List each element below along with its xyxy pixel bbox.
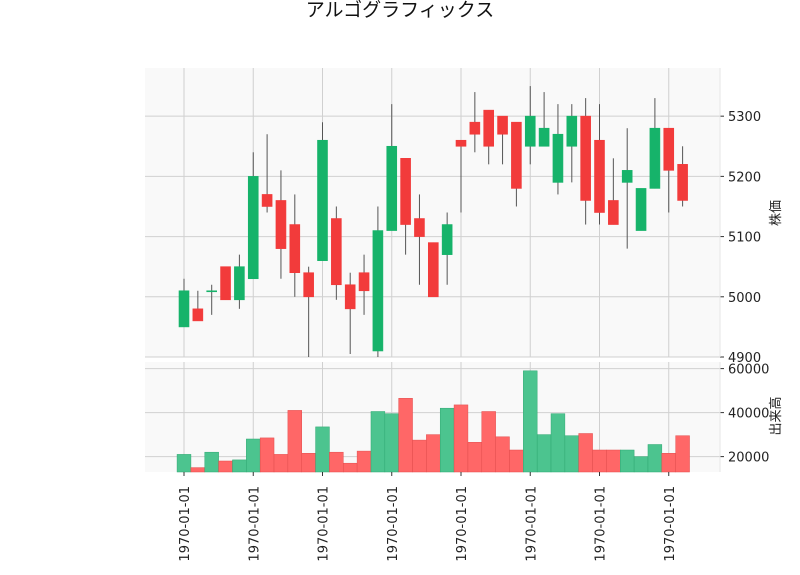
volume-bar-down [495,436,510,473]
candle-down [427,242,439,298]
volume-bar-down [356,450,372,473]
volume-bar-up [232,459,247,473]
candle-down [275,200,287,249]
volume-tick-label: 20000 [728,451,769,466]
x-axis: 1970-01-01 1970-01-01 1970-01-01 1970-01-01… [178,472,678,562]
x-tick-label: 1970-01-01 [594,486,609,562]
volume-bar-down [426,434,441,473]
x-tick-label: 1970-01-01 [455,486,470,562]
price-panel: 4900 5000 5100 5200 5300 [145,68,761,366]
volume-bar-down [578,433,593,473]
volume-bar-up [384,413,399,473]
volume-bar-down [412,439,427,473]
candle-down [289,224,301,274]
volume-tick-label: 40000 [728,407,769,422]
volume-bar-down [343,462,358,473]
price-tick-label: 5300 [728,110,761,125]
volume-bar-down [453,404,469,473]
volume-bar-down [190,467,206,473]
candle-up [178,290,190,328]
candle-up [552,133,564,183]
chart-title: アルゴグラフィックス [306,0,494,21]
x-tick-label: 1970-01-01 [386,486,401,562]
price-tick-label: 5100 [728,231,761,246]
candle-down [358,272,370,292]
candle-up [247,176,259,280]
volume-bar-down [509,449,524,473]
candle-down [469,121,481,135]
candle-up [566,115,578,147]
candle-down [455,139,467,147]
candle-down [594,139,605,213]
volume-bar-up [633,456,649,473]
volume-bar-up [315,426,330,473]
x-tick-label: 1970-01-01 [317,486,332,562]
candle-down [580,115,591,201]
price-panel-background [145,68,720,357]
volume-bar-down [661,453,676,473]
candle-up [621,170,633,183]
volume-bar-up [204,451,219,473]
volume-bar-down [606,449,621,473]
x-tick-label: 1970-01-01 [524,486,539,562]
volume-bar-up [550,413,566,473]
volume-bar-down [481,411,496,473]
volume-bar-down [592,449,607,473]
volume-bar-up [246,438,261,473]
price-axis-label: 株価 [769,200,784,226]
volume-bar-up [564,435,579,473]
candle-down [192,308,204,322]
price-tick-label: 5000 [728,291,761,306]
volume-bar-down [675,435,690,473]
price-tick-label: 5200 [728,170,761,185]
candle-down [663,127,675,171]
volume-bar-up [176,454,192,473]
volume-bar-down [273,454,289,473]
candle-down [220,266,231,301]
candle-down [608,200,619,225]
candle-up [441,224,453,255]
volume-bar-down [467,442,483,473]
volume-bar-down [329,451,344,473]
x-tick-label: 1970-01-01 [178,486,193,562]
candle-down [303,272,314,298]
volume-bar-up [439,407,455,473]
candle-up [538,127,550,147]
candle-up [635,188,647,231]
candle-down [344,284,356,310]
volume-bar-up [620,449,635,473]
volume-bar-up [523,370,538,473]
candle-down [483,109,495,147]
candle-up [372,230,384,352]
volume-bar-up [370,411,386,473]
volume-bar-down [287,410,302,473]
candle-up [649,127,661,189]
volume-bar-down [259,437,275,473]
price-tick-label: 4900 [728,351,761,366]
volume-bar-down [398,398,413,473]
candle-down [414,218,425,237]
volume-axis-label: 出来高 [768,396,784,435]
x-tick-label: 1970-01-01 [663,486,678,562]
candle-up [234,266,245,301]
candle-up [206,290,217,293]
volume-panel: 20000 40000 60000 [145,362,769,473]
candle-up [317,139,328,261]
candle-down [511,121,522,189]
candle-up [386,145,398,231]
candle-up [524,115,536,147]
candle-down [261,194,273,207]
volume-bar-down [218,460,233,473]
volume-bar-up [536,434,552,473]
volume-bar-down [301,453,316,473]
candle-down [497,115,508,135]
candle-down [677,164,688,201]
candle-down [331,218,342,286]
x-tick-label: 1970-01-01 [247,486,262,562]
candle-down [400,158,411,225]
volume-tick-label: 60000 [728,363,769,378]
volume-bar-up [647,444,663,473]
